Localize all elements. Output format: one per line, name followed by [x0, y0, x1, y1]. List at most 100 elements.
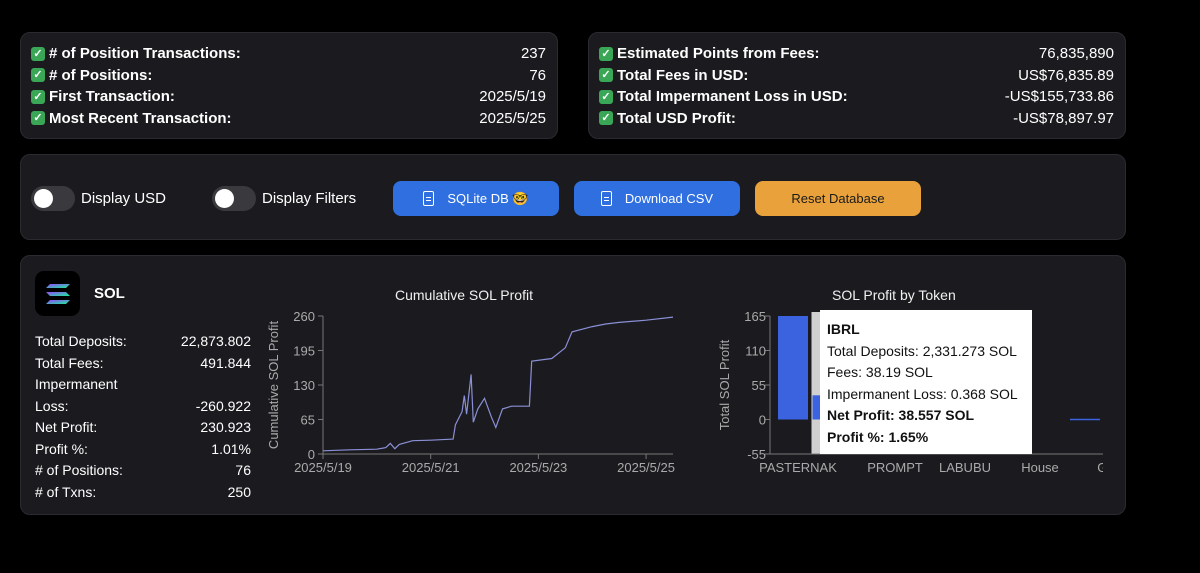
token-stat-row: Total Deposits: 22,873.802 [35, 331, 251, 353]
stat-row: ✓ Estimated Points from Fees: 76,835,890 [599, 43, 1114, 65]
display-filters-switch[interactable] [212, 186, 256, 211]
token-stat-value: 491.844 [200, 354, 251, 371]
stat-value: US$76,835.89 [1018, 66, 1114, 84]
download-csv-button[interactable]: Download CSV [574, 181, 740, 216]
stat-label-text: # of Position Transactions: [49, 45, 241, 63]
display-usd-label: Display USD [81, 190, 167, 207]
token-stat-value: 1.01% [211, 440, 251, 457]
cumulative-profit-chart: 0 65 130 195 260 2025/5/19 2025/5/21 2025/5/23 2… [266, 309, 675, 475]
display-filters-toggle[interactable]: Display Filters [212, 186, 356, 211]
token-panel: SOL Total Deposits: 22,873.802 Total Fees:… [20, 255, 1126, 515]
token-stat-row: Profit %: 1.01% [35, 439, 251, 461]
token-stat-row: # of Positions: 76 [35, 460, 251, 482]
stat-label-text: Total USD Profit: [617, 109, 736, 127]
tooltip-net-profit: Net Profit: 38.557 SOL [827, 407, 975, 423]
token-stat-row: Net Profit: 230.923 [35, 417, 251, 439]
stat-label-text: Total Fees in USD: [617, 66, 749, 84]
display-usd-toggle[interactable]: Display USD [31, 186, 166, 211]
stat-value: 2025/5/25 [479, 109, 546, 127]
stat-label-text: First Transaction: [49, 88, 175, 106]
x-tick-label: PROMPT [867, 460, 923, 475]
document-icon [600, 191, 612, 206]
y-tick-label: 0 [308, 447, 315, 462]
stat-value: 76,835,890 [1038, 45, 1114, 63]
stat-label: ✓ Total Fees in USD: [599, 67, 748, 84]
y-tick-label: 110 [745, 344, 766, 359]
token-stat-value: 76 [235, 462, 251, 478]
stat-row: ✓ Total USD Profit: -US$78,897.97 [599, 108, 1114, 130]
document-icon [423, 191, 435, 206]
token-stat-label: # of Positions: [35, 462, 123, 478]
tooltip-impermanent-loss: Impermanent Loss: 0.368 SOL [827, 385, 1018, 402]
y-tick-label: 260 [293, 309, 315, 324]
download-csv-label: Download CSV [624, 191, 714, 206]
check-icon: ✓ [31, 46, 45, 61]
token-stat-label: # of Txns: [35, 483, 97, 500]
check-icon: ✓ [31, 68, 45, 83]
y-axis-label: Total SOL Profit [717, 339, 732, 430]
check-icon: ✓ [31, 111, 45, 126]
token-stat-row: Loss: -260.922 [35, 396, 251, 418]
stat-label: ✓ # of Position Transactions: [31, 45, 241, 62]
stat-row: ✓ # of Positions: 76 [31, 65, 546, 87]
solana-logo-icon [35, 271, 80, 316]
x-tick-label: House [1021, 460, 1059, 475]
check-icon: ✓ [599, 46, 613, 61]
y-tick-label: 65 [301, 413, 315, 428]
stat-label: ✓ # of Positions: [31, 67, 152, 84]
stat-row: ✓ Most Recent Transaction: 2025/5/25 [31, 108, 546, 130]
display-filters-label: Display Filters [262, 190, 357, 207]
tooltip-title: IBRL [827, 321, 860, 337]
toggle-knob [215, 189, 234, 208]
stat-row: ✓ Total Impermanent Loss in USD: -US$155,7… [599, 86, 1114, 108]
token-stat-value: 250 [227, 483, 251, 500]
token-stat-label: Total Deposits: [35, 333, 127, 349]
token-stat-value: 22,873.802 [180, 333, 251, 349]
profit-stats-panel: ✓ Estimated Points from Fees: 76,835,890 ✓ T… [588, 32, 1126, 139]
stat-label-text: # of Positions: [49, 66, 153, 84]
x-tick-label: 2025/5/23 [509, 460, 567, 475]
stat-label-text: Estimated Points from Fees: [617, 45, 820, 63]
line-chart-title: Cumulative SOL Profit [395, 287, 533, 303]
stat-label: ✓ Total Impermanent Loss in USD: [599, 88, 848, 105]
token-stat-label: Impermanent [35, 376, 118, 392]
check-icon: ✓ [599, 89, 613, 104]
position-stats-panel: ✓ # of Position Transactions: 237 ✓ # of Pos… [20, 32, 558, 139]
stat-label-text: Total Impermanent Loss in USD: [617, 88, 848, 106]
tooltip-deposits: Total Deposits: 2,331.273 SOL [827, 342, 1017, 359]
stat-row: ✓ First Transaction: 2025/5/19 [31, 86, 546, 108]
token-stat-row: # of Txns: 250 [35, 482, 251, 504]
stat-label: ✓ Total USD Profit: [599, 110, 736, 127]
display-usd-switch[interactable] [31, 186, 75, 211]
x-tick-label: 2025/5/19 [294, 460, 352, 475]
x-tick-label: PASTERNAK [759, 460, 837, 475]
check-icon: ✓ [599, 111, 613, 126]
y-tick-label: 130 [293, 378, 315, 393]
stat-label: ✓ Most Recent Transaction: [31, 110, 232, 127]
y-tick-label: 165 [744, 309, 766, 324]
token-stat-value: 230.923 [200, 419, 251, 435]
tooltip-profit-pct: Profit %: 1.65% [827, 428, 929, 445]
check-icon: ✓ [599, 68, 613, 83]
check-icon: ✓ [31, 89, 45, 104]
sqlite-db-button[interactable]: SQLite DB 🤓 [393, 181, 559, 216]
sqlite-db-label: SQLite DB 🤓 [447, 190, 529, 206]
profit-line [322, 316, 674, 452]
token-stat-row: Impermanent [35, 374, 251, 396]
y-tick-label: 55 [752, 378, 766, 393]
token-stat-label: Net Profit: [35, 419, 98, 435]
x-tick-label: 2025/5/25 [617, 460, 675, 475]
token-stats-list: Total Deposits: 22,873.802 Total Fees: 491.… [35, 331, 251, 503]
stat-value: 237 [520, 45, 546, 63]
token-stat-value: -260.922 [195, 397, 251, 414]
controls-panel: Display USD Display Filters SQLite DB 🤓 … [20, 154, 1126, 240]
token-stat-label: Total Fees: [35, 354, 104, 371]
stat-label: ✓ Estimated Points from Fees: [599, 45, 820, 62]
token-stat-label: Loss: [35, 397, 69, 414]
reset-database-button[interactable]: Reset Database [755, 181, 921, 216]
token-stat-label: Profit %: [35, 440, 88, 457]
stat-value: 76 [529, 66, 546, 84]
x-tick-label: LABUBU [939, 460, 991, 475]
x-tick-label: GLMPS [1097, 460, 1103, 475]
stat-label: ✓ First Transaction: [31, 88, 175, 105]
